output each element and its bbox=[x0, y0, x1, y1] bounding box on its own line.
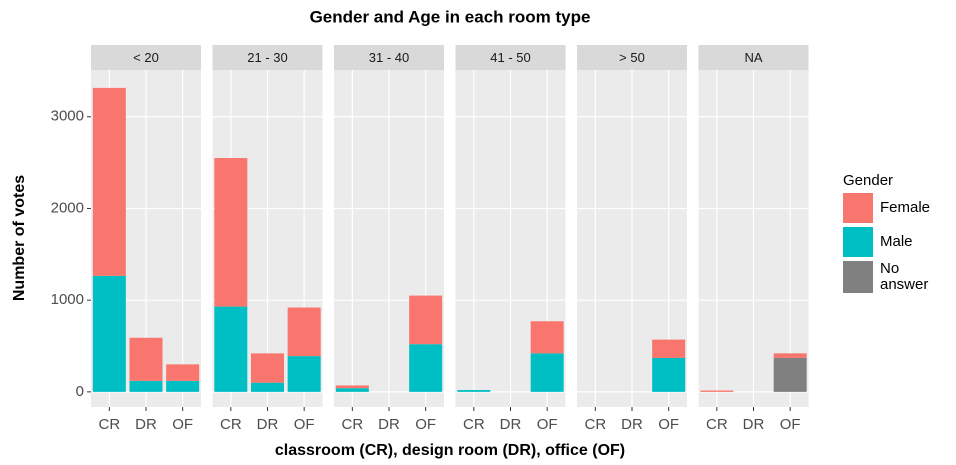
legend-item: Female bbox=[843, 193, 950, 223]
bar-segment bbox=[409, 295, 443, 345]
x-tick-label: CR bbox=[220, 416, 242, 433]
facet-label: 31 - 40 bbox=[369, 50, 409, 65]
legend: Gender Female Male No answer bbox=[843, 172, 950, 293]
bar-segment bbox=[335, 385, 369, 389]
bar-segment bbox=[530, 353, 564, 392]
bar-segment bbox=[251, 353, 284, 383]
bar-segment bbox=[166, 364, 200, 381]
bar-segment bbox=[92, 87, 126, 276]
x-tick-label: DR bbox=[135, 416, 157, 433]
facet-label: 41 - 50 bbox=[490, 50, 530, 65]
x-tick-label: OF bbox=[537, 416, 558, 433]
x-tick-label: CR bbox=[584, 416, 606, 433]
y-tick-label: 1000 bbox=[51, 291, 84, 308]
legend-label: Female bbox=[880, 199, 931, 216]
legend-title: Gender bbox=[843, 172, 894, 189]
bar-segment bbox=[773, 353, 807, 358]
facet-strip bbox=[334, 45, 444, 70]
facet-label: < 20 bbox=[133, 50, 159, 65]
x-tick-label: CR bbox=[341, 416, 363, 433]
facet-label: > 50 bbox=[619, 50, 645, 65]
facet-label: 21 - 30 bbox=[247, 50, 287, 65]
legend-item: Male bbox=[843, 227, 950, 257]
legend-key bbox=[843, 227, 873, 257]
y-tick-label: 2000 bbox=[51, 199, 84, 216]
x-tick-label: CR bbox=[463, 416, 485, 433]
bar-segment bbox=[700, 390, 734, 392]
x-tick-label: CR bbox=[706, 416, 728, 433]
bar-segment bbox=[335, 388, 369, 392]
facet-strip bbox=[212, 45, 323, 70]
x-tick-label: DR bbox=[378, 416, 400, 433]
bar-segment bbox=[251, 382, 284, 392]
x-tick-label: OF bbox=[172, 416, 193, 433]
bar-segment bbox=[129, 380, 163, 392]
y-tick-label: 3000 bbox=[51, 108, 84, 125]
y-axis-label: Number of votes bbox=[11, 175, 28, 301]
x-tick-label: OF bbox=[415, 416, 436, 433]
facet-label: NA bbox=[744, 50, 762, 65]
x-tick-label: DR bbox=[500, 416, 522, 433]
facet-strip bbox=[91, 45, 201, 70]
bar-segment bbox=[530, 321, 564, 354]
legend-key bbox=[843, 261, 873, 293]
legend-item: No answer bbox=[843, 261, 950, 293]
bar-segment bbox=[166, 380, 200, 392]
x-tick-label: OF bbox=[780, 416, 801, 433]
facet-strip bbox=[577, 45, 687, 70]
bar-segment bbox=[287, 356, 321, 392]
x-tick-label: DR bbox=[621, 416, 643, 433]
legend-label: No answer bbox=[880, 260, 929, 293]
facet-strip bbox=[455, 45, 566, 70]
bar-segment bbox=[652, 357, 686, 392]
x-tick-label: CR bbox=[98, 416, 120, 433]
bar-segment bbox=[214, 306, 248, 392]
bar-segment bbox=[773, 357, 807, 392]
x-tick-label: DR bbox=[257, 416, 279, 433]
x-axis-label: classroom (CR), design room (DR), office… bbox=[275, 442, 625, 459]
y-tick-label: 0 bbox=[76, 383, 84, 400]
bar-segment bbox=[214, 158, 248, 307]
legend-key bbox=[843, 193, 873, 223]
facet-strip bbox=[698, 45, 809, 70]
bar-segment bbox=[287, 307, 321, 357]
x-tick-label: OF bbox=[294, 416, 315, 433]
x-tick-label: DR bbox=[743, 416, 765, 433]
x-tick-label: OF bbox=[658, 416, 679, 433]
bar-segment bbox=[457, 390, 491, 392]
bar-segment bbox=[92, 275, 126, 392]
bar-segment bbox=[409, 344, 443, 392]
bar-segment bbox=[129, 337, 163, 381]
chart-title: Gender and Age in each room type bbox=[310, 7, 591, 26]
bar-segment bbox=[652, 339, 686, 358]
legend-label: Male bbox=[880, 233, 913, 250]
